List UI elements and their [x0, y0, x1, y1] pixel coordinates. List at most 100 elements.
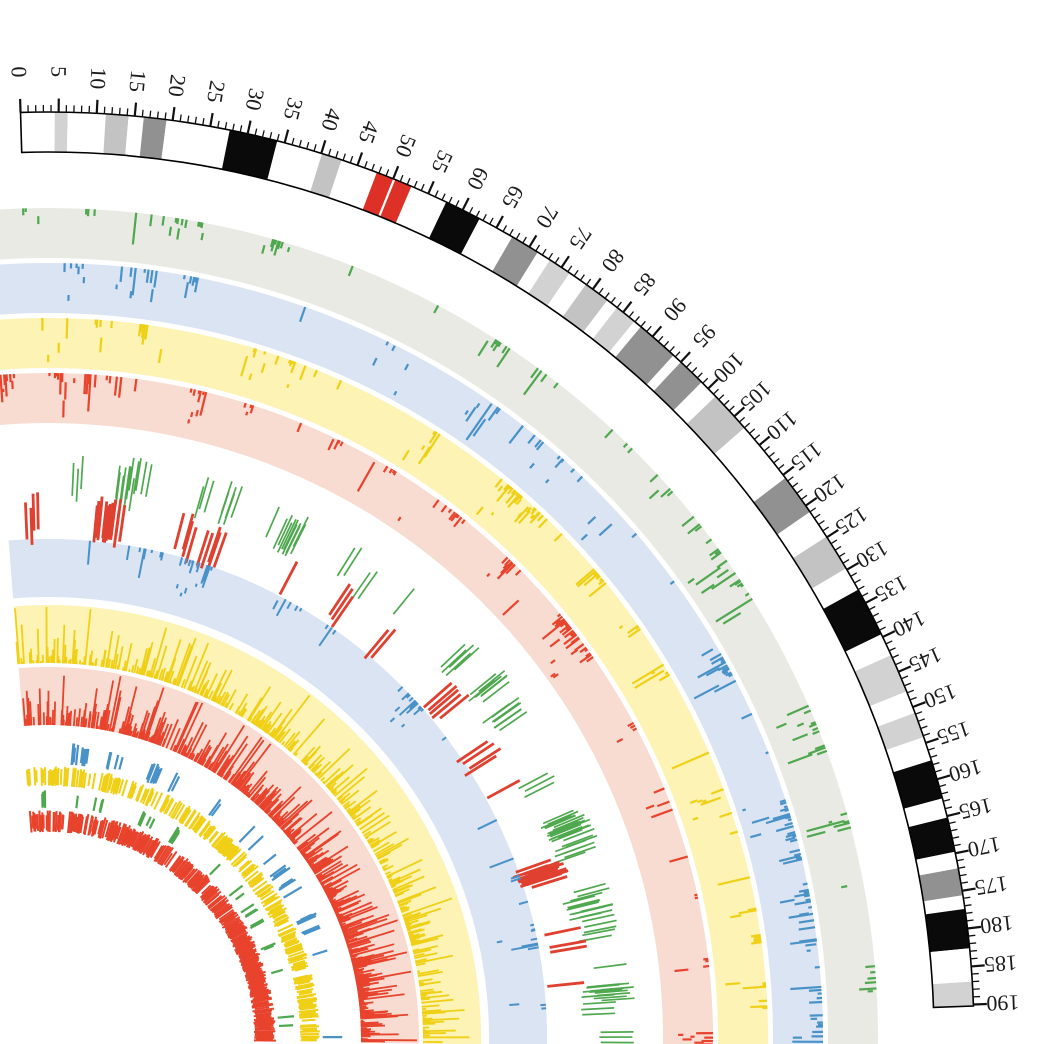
- minor-tick: [968, 934, 976, 937]
- histogram-mark-mid-hist-yellow: [268, 731, 272, 736]
- minor-tick: [434, 190, 439, 198]
- rug-tick-rug-red: [33, 812, 37, 832]
- minor-tick: [728, 405, 735, 412]
- rug-tick-rug-yellow: [256, 885, 274, 898]
- rug-tick-rug-red: [248, 980, 266, 987]
- rug-tick-rug-yellow: [193, 816, 205, 832]
- histogram-mark-mid-hist-red: [334, 899, 362, 913]
- tile-mark-tile-red: [525, 872, 563, 887]
- tile-mark-tile-green: [392, 588, 415, 615]
- rug-tick-rug-red: [218, 910, 235, 923]
- rug-tick-rug-yellow: [112, 777, 119, 795]
- minor-tick: [744, 422, 751, 429]
- histogram-mark-mid-hist-yellow: [240, 708, 248, 718]
- histogram-mark-outer-hist-yellow: [583, 572, 599, 587]
- histogram-mark-mid-hist-yellow: [365, 836, 369, 840]
- minor-tick: [952, 836, 960, 839]
- rug-tick-rug-red: [247, 982, 265, 989]
- rug-tick-rug-red: [214, 904, 233, 919]
- histogram-mark-mid-hist-red: [253, 787, 268, 804]
- rug-tick-rug-yellow: [87, 773, 92, 787]
- histogram-mark-mid-hist-yellow: [220, 691, 229, 706]
- histogram-mark-outer-hist-red: [703, 964, 710, 968]
- rug-tick-rug-yellow: [214, 834, 229, 850]
- rug-tick-rug-yellow: [202, 825, 213, 837]
- rug-tick-rug-red: [241, 961, 259, 969]
- tile-mark-tile-red: [544, 926, 581, 937]
- histogram-mark-outer-hist-blue: [534, 439, 542, 448]
- minor-tick: [674, 351, 681, 358]
- rug-tick-rug-red: [254, 1019, 274, 1023]
- histogram-mark-outer-hist-green: [273, 240, 280, 256]
- rug-tick-rug-yellow: [106, 773, 113, 794]
- histogram-mark-mid-hist-yellow: [340, 789, 360, 806]
- histogram-mark-outer-hist-green: [867, 976, 876, 980]
- rug-tick-rug-red: [234, 939, 250, 949]
- minor-tick: [657, 335, 664, 342]
- minor-tick: [448, 196, 453, 204]
- histogram-mark-outer-hist-blue: [713, 679, 737, 693]
- histogram-mark-outer-hist-blue: [464, 409, 469, 416]
- minor-tick: [934, 769, 942, 773]
- histogram-mark-mid-hist-red: [66, 717, 69, 726]
- histogram-mark-outer-hist-red: [243, 402, 247, 408]
- rug-tick-rug-red: [71, 815, 76, 831]
- histogram-mark-mid-hist-red: [355, 974, 378, 980]
- histogram-mark-mid-hist-blue: [188, 560, 195, 574]
- rug-tick-rug-green: [137, 810, 146, 826]
- rug-tick-rug-yellow: [136, 784, 145, 803]
- rug-tick-rug-red: [175, 861, 189, 878]
- histogram-mark-mid-hist-yellow: [260, 701, 282, 731]
- minor-tick: [965, 911, 973, 915]
- histogram-mark-outer-hist-green: [808, 722, 817, 728]
- rug-tick-rug-yellow: [268, 907, 288, 919]
- rug-tick-rug-red: [250, 997, 273, 1004]
- histogram-mark-outer-hist-red: [565, 623, 570, 628]
- histogram-mark-outer-hist-red: [565, 625, 572, 631]
- rug-tick-rug-red: [130, 831, 139, 847]
- rug-tick-rug-yellow: [260, 892, 278, 905]
- rug-tick-rug-red: [241, 959, 260, 968]
- histogram-mark-mid-hist-red: [68, 712, 71, 726]
- tile-mark-tile-green: [581, 913, 615, 923]
- histogram-mark-outer-hist-red: [87, 374, 90, 385]
- histogram-mark-mid-hist-yellow: [269, 727, 277, 737]
- rug-tick-rug-red: [182, 868, 196, 883]
- rug-tick-rug-red: [186, 869, 201, 885]
- histogram-mark-mid-hist-red: [188, 724, 208, 760]
- rug-tick-rug-red: [153, 845, 164, 860]
- histogram-mark-mid-hist-yellow: [406, 921, 430, 931]
- histogram-mark-mid-hist-red: [108, 676, 122, 732]
- rug-tick-rug-red: [240, 957, 260, 967]
- histogram-mark-outer-hist-blue: [131, 267, 137, 296]
- rug-tick-rug-blue: [154, 767, 163, 784]
- histogram-mark-outer-hist-yellow: [525, 506, 532, 514]
- histogram-mark-mid-hist-red: [344, 936, 355, 941]
- histogram-mark-mid-hist-red: [307, 851, 324, 864]
- rug-tick-rug-red: [227, 923, 244, 934]
- histogram-mark-mid-hist-red: [100, 709, 106, 730]
- histogram-mark-mid-hist-red: [269, 815, 274, 819]
- minor-tick: [818, 520, 825, 526]
- histogram-mark-mid-hist-blue: [510, 874, 521, 880]
- histogram-mark-mid-hist-red: [354, 973, 364, 977]
- tile-mark-tile-green: [554, 844, 587, 858]
- histogram-mark-mid-hist-blue: [200, 564, 209, 584]
- rug-tick-rug-yellow: [165, 798, 175, 814]
- histogram-mark-outer-hist-red: [197, 390, 202, 403]
- histogram-mark-mid-hist-yellow: [30, 648, 33, 664]
- tile-mark-tile-red: [531, 875, 568, 889]
- rug-tick-rug-yellow: [72, 768, 77, 788]
- histogram-mark-outer-hist-red: [392, 470, 397, 476]
- histogram-mark-mid-hist-red: [237, 772, 252, 790]
- histogram-mark-mid-hist-red: [152, 711, 166, 744]
- histogram-mark-outer-hist-green: [744, 592, 750, 597]
- histogram-mark-outer-hist-red: [570, 648, 579, 656]
- rug-tick-rug-blue: [106, 751, 113, 770]
- histogram-mark-outer-hist-red: [108, 375, 112, 384]
- histogram-mark-mid-hist-red: [344, 919, 398, 939]
- tile-mark-tile-green: [478, 670, 506, 693]
- histogram-mark-outer-hist-green: [803, 709, 812, 715]
- histogram-mark-mid-hist-yellow: [415, 962, 426, 967]
- histogram-mark-outer-hist-red: [296, 422, 303, 433]
